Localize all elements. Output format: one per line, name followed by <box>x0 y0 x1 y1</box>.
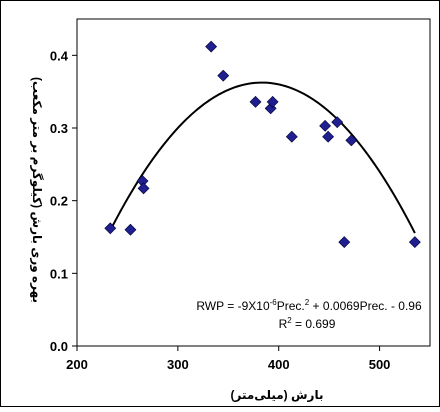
data-point <box>319 119 332 132</box>
y-tick-label: 0.4 <box>50 48 69 63</box>
trendline-curve <box>109 81 416 234</box>
data-point <box>322 130 335 143</box>
x-axis-title: بارش (میلی‌متر) <box>231 388 324 402</box>
data-point <box>124 223 137 236</box>
data-point <box>104 222 117 235</box>
r-squared-label: R2 = 0.699 <box>279 316 336 331</box>
y-tick-label: 0.3 <box>50 121 68 136</box>
y-tick-label: 0.1 <box>50 266 68 281</box>
x-tick-label: 300 <box>167 357 189 372</box>
data-point <box>137 182 150 195</box>
plot-area: 0.0 0.1 0.2 0.3 0.4 200 300 400 500 <box>50 18 431 372</box>
plot-frame <box>76 18 431 347</box>
annotation-layer: RWP = -9X10-6Prec.2 + 0.0069Prec. - 0.96… <box>29 77 422 402</box>
y-tick-label: 0.2 <box>50 194 68 209</box>
data-point <box>205 40 218 53</box>
y-tick-label: 0.0 <box>50 339 68 354</box>
trendline-equation: RWP = -9X10-6Prec.2 + 0.0069Prec. - 0.96 <box>196 298 422 313</box>
x-tick-label: 400 <box>268 357 290 372</box>
data-point <box>249 95 262 108</box>
data-point <box>217 69 230 82</box>
x-tick-label: 200 <box>66 357 88 372</box>
y-axis-title: بهره وری بارش (کیلوگرم بر متر مکعب) <box>29 77 44 303</box>
data-point <box>345 134 358 147</box>
data-point <box>331 116 344 129</box>
data-point <box>338 236 351 249</box>
data-point <box>285 130 298 143</box>
data-point <box>266 95 279 108</box>
x-tick-label: 500 <box>369 357 391 372</box>
data-point <box>408 236 421 249</box>
